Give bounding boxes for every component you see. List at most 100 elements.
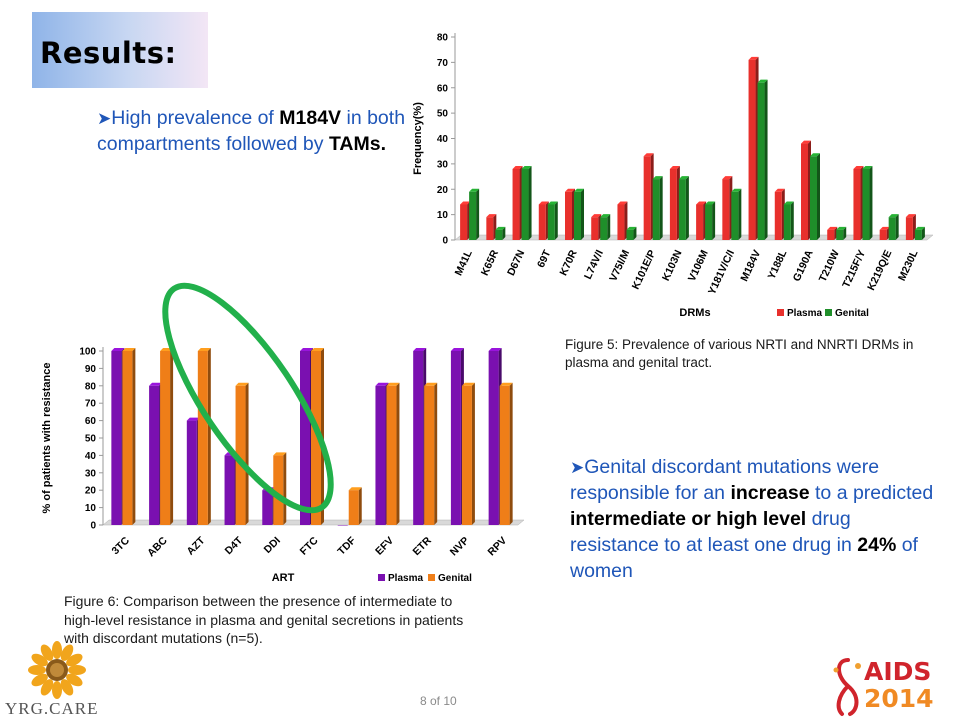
bar-genital-69T-top xyxy=(547,201,558,205)
bar-genital-T210W-top xyxy=(836,226,847,230)
bar-genital-3TC-side xyxy=(132,348,136,525)
bar-genital-NVP-top xyxy=(461,382,475,386)
bar-plasma-Y188L-top xyxy=(774,188,785,192)
bar-genital-M230L xyxy=(914,229,922,240)
y-tick-label: 0 xyxy=(442,236,448,247)
bar-plasma-RPV-top xyxy=(488,348,502,351)
bar-plasma-D4T xyxy=(224,455,235,525)
bar-genital-K70R-side xyxy=(581,188,584,240)
bar-genital-L74V/I xyxy=(600,217,608,240)
x-category-label: K103N xyxy=(660,248,685,283)
bar-plasma-3TC-top xyxy=(111,348,125,351)
bar-genital-EFV-top xyxy=(386,382,400,386)
bar-plasma-T210W-top xyxy=(827,226,838,230)
bar-genital-L74V/I-side xyxy=(607,214,611,240)
bar-plasma-D67N xyxy=(512,168,520,240)
bar-genital-K101E/P-side xyxy=(659,176,663,240)
y-tick-label: 40 xyxy=(437,134,449,145)
figure5-caption: Figure 5: Prevalence of various NRTI and… xyxy=(565,337,914,370)
x-category-label: NVP xyxy=(448,535,472,559)
bar-genital-FTC-top xyxy=(311,348,324,351)
bar-plasma-V106M xyxy=(696,204,704,240)
y-tick-label: 50 xyxy=(437,109,449,120)
y-tick-label: 80 xyxy=(437,33,449,44)
bar-genital-Y188L-top xyxy=(783,201,794,205)
x-category-label: V106M xyxy=(686,248,711,283)
highlight-ellipse xyxy=(162,282,334,514)
y-tick-label: 60 xyxy=(437,83,449,94)
bar-genital-K65R-top xyxy=(495,226,506,230)
bar-genital-AZT xyxy=(197,351,208,525)
y-tick-label: 60 xyxy=(85,416,97,427)
bar-genital-RPV xyxy=(499,385,510,525)
bar-genital-V75I/M-top xyxy=(626,226,637,230)
y-tick-label: 30 xyxy=(85,468,97,479)
bar-genital-T215F/Y xyxy=(862,168,870,240)
bar-genital-K101E/P-top xyxy=(652,176,663,180)
bar-plasma-AZT xyxy=(186,420,197,525)
bar-genital-TDF-top xyxy=(348,487,362,491)
bar-genital-3TC xyxy=(122,351,133,525)
x-category-label: Y181V/C/I xyxy=(706,248,737,297)
arrow-bullet-icon: ➤ xyxy=(97,109,112,128)
bar-genital-EFV xyxy=(386,385,397,525)
bar-genital-D67N-side xyxy=(528,165,532,240)
legend-swatch-plasma xyxy=(777,309,784,316)
bar-plasma-ABC xyxy=(149,385,160,525)
bar-genital-DDI-top xyxy=(273,452,287,456)
bar-genital-T215F/Y-side xyxy=(869,165,873,240)
y-tick-label: 70 xyxy=(85,399,97,410)
x-category-label: M184V xyxy=(738,248,763,283)
bar-genital-ETR-side xyxy=(434,382,438,525)
x-category-label: M41L xyxy=(453,248,475,278)
bar-plasma-ABC-top xyxy=(149,382,163,386)
bar-plasma-K219Q/E-top xyxy=(879,226,890,230)
legend-swatch-genital xyxy=(825,309,832,316)
aids2014-ribbon-icon xyxy=(833,658,861,716)
bar-genital-RPV-top xyxy=(499,382,513,386)
bar-plasma-K65R xyxy=(486,217,494,240)
bar-genital-M41L-top xyxy=(469,188,480,192)
bar-genital-ETR-top xyxy=(424,382,438,386)
bar-genital-3TC-top xyxy=(122,348,136,351)
bar-plasma-69T-top xyxy=(538,201,549,205)
x-category-label: D4T xyxy=(223,534,246,557)
bar-genital-G190A-top xyxy=(810,153,820,157)
x-category-label: K101E/P xyxy=(630,248,659,291)
bar-plasma-T215F/Y-top xyxy=(853,165,864,169)
bar-genital-V106M xyxy=(705,204,713,240)
x-category-label: V75I/M xyxy=(607,248,632,283)
bar-genital-V75I/M xyxy=(626,229,634,240)
bar-plasma-K70R xyxy=(565,191,572,240)
x-category-label: K70R xyxy=(557,248,579,278)
y-tick-label: 10 xyxy=(85,503,97,514)
bar-genital-K101E/P xyxy=(652,179,660,240)
bar-genital-G190A xyxy=(810,156,817,240)
bar-genital-Y188L xyxy=(783,204,791,240)
x-category-label: L74V/I xyxy=(582,248,606,281)
page-number: 8 of 10 xyxy=(420,694,457,708)
x-category-label: AZT xyxy=(185,534,208,557)
bar-genital-ABC xyxy=(160,351,171,525)
bar-genital-M230L-side xyxy=(921,226,925,240)
bar-plasma-T215F/Y xyxy=(853,168,861,240)
x-category-label: K219Q/E xyxy=(865,248,894,292)
bar-genital-K103N-top xyxy=(678,176,689,180)
bar-plasma-Y181V/C/I xyxy=(722,179,730,240)
bar-genital-M184V-top xyxy=(757,79,768,83)
bar-genital-K103N xyxy=(678,179,686,240)
legend-swatch-plasma xyxy=(378,574,385,581)
x-axis-label: DRMs xyxy=(679,307,710,319)
bar-plasma-NVP xyxy=(450,351,461,525)
slide-title: Results: xyxy=(40,36,177,70)
x-category-label: DDI xyxy=(262,535,283,556)
bar-genital-V106M-side xyxy=(712,201,716,240)
bar-plasma-D67N-top xyxy=(512,165,523,169)
bar-genital-T210W xyxy=(836,229,844,240)
bar-genital-TDF-side xyxy=(358,487,362,525)
bar-plasma-FTC xyxy=(300,351,310,525)
bar-plasma-G190A-top xyxy=(801,140,811,144)
bar-plasma-V106M-top xyxy=(696,201,707,205)
bar-plasma-L74V/I xyxy=(591,217,599,240)
bar-plasma-3TC xyxy=(111,351,122,525)
